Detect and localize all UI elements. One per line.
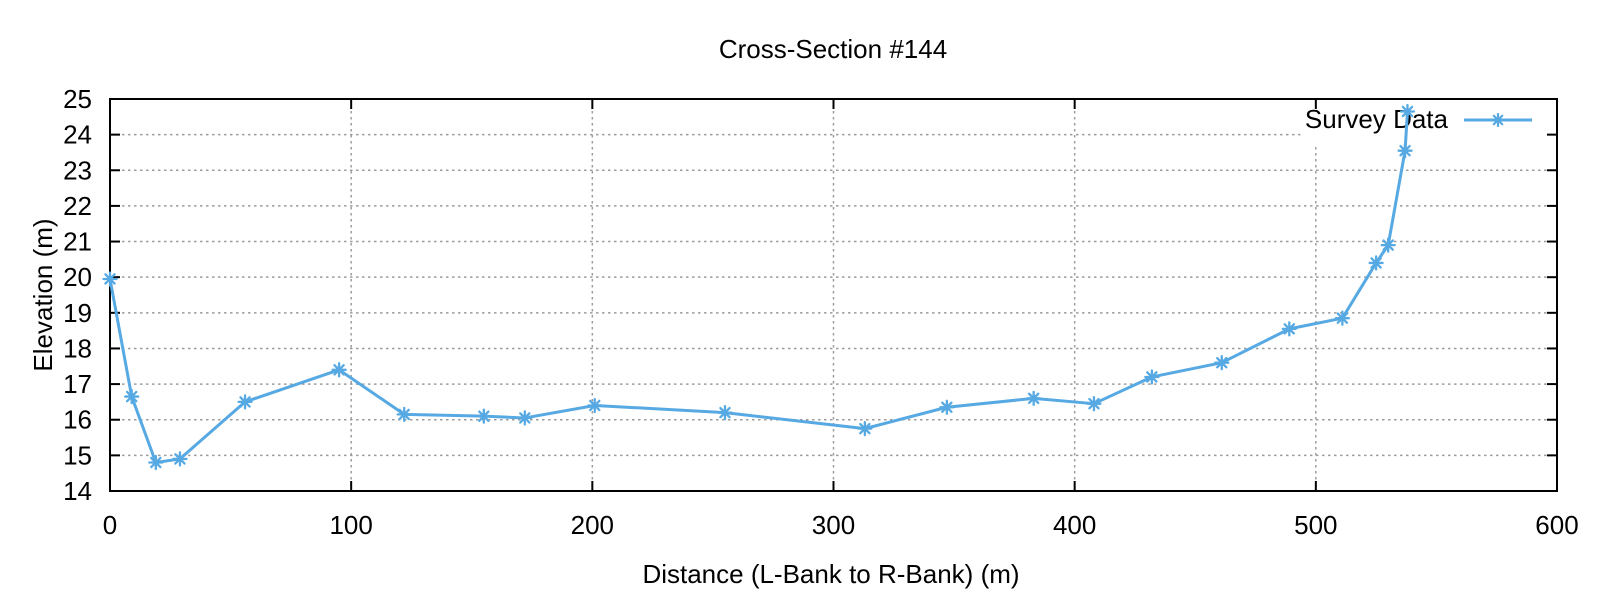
- data-point-marker: [237, 394, 253, 410]
- data-point-marker: [717, 404, 733, 421]
- y-tick-label: 23: [63, 155, 92, 185]
- legend-sample-marker: [1490, 112, 1506, 128]
- data-point-marker: [124, 388, 140, 405]
- data-point-marker: [476, 408, 492, 424]
- data-point-marker: [939, 399, 955, 415]
- data-point-marker: [1380, 237, 1396, 253]
- chart-title: Cross-Section #144: [719, 34, 947, 64]
- grid-layer: [110, 99, 1557, 491]
- x-tick-label: 600: [1535, 510, 1578, 540]
- data-point-marker: [517, 410, 533, 426]
- data-point-marker: [1144, 369, 1160, 385]
- y-tick-label: 20: [63, 262, 92, 292]
- y-tick-label: 17: [63, 369, 92, 399]
- x-tick-label: 100: [329, 510, 372, 540]
- y-tick-label: 25: [63, 84, 92, 114]
- tick-label-layer: 0 100 200 300 400 500 600 14 15 16 17 18 19 20 21 22 23 2…: [63, 84, 1579, 540]
- data-point-marker: [1368, 255, 1384, 271]
- legend-background: [1302, 104, 1548, 144]
- data-point-marker: [1334, 310, 1351, 326]
- data-point-marker: [587, 397, 603, 414]
- data-point-marker: [396, 406, 412, 423]
- plot-border: [109, 98, 1558, 492]
- y-tick-label: 21: [63, 227, 92, 257]
- y-axis-title: Elevation (m): [28, 218, 58, 371]
- data-series: [102, 103, 1416, 471]
- data-line: [108, 111, 1409, 464]
- y-tick-label: 19: [63, 298, 92, 328]
- y-tick-label: 15: [63, 440, 92, 470]
- x-axis-title: Distance (L-Bank to R-Bank) (m): [642, 559, 1019, 589]
- legend-sample: [1464, 112, 1532, 128]
- x-tick-label: 500: [1294, 510, 1337, 540]
- data-point-marker: [1214, 355, 1230, 371]
- data-point-marker: [1399, 103, 1416, 120]
- data-point-marker: [1086, 396, 1102, 412]
- data-point-marker: [331, 362, 347, 378]
- x-tick-label: 0: [103, 510, 117, 540]
- data-point-marker: [172, 451, 188, 467]
- legend-label: Survey Data: [1305, 104, 1449, 134]
- data-point-marker: [1281, 321, 1297, 337]
- y-tick-label: 14: [63, 476, 92, 506]
- y-tick-label: 18: [63, 333, 92, 363]
- data-point-marker: [857, 420, 873, 437]
- y-tick-label: 22: [63, 191, 92, 221]
- data-point-marker: [1026, 390, 1042, 406]
- x-tick-label: 200: [571, 510, 614, 540]
- data-point-marker: [148, 454, 164, 471]
- x-tick-label: 400: [1053, 510, 1096, 540]
- data-point-marker: [1397, 143, 1413, 159]
- y-tick-label: 16: [63, 405, 92, 435]
- x-tick-label: 300: [812, 510, 855, 540]
- data-point-marker: [102, 271, 118, 287]
- axis-layer: [109, 98, 1558, 492]
- y-tick-label: 24: [63, 120, 92, 150]
